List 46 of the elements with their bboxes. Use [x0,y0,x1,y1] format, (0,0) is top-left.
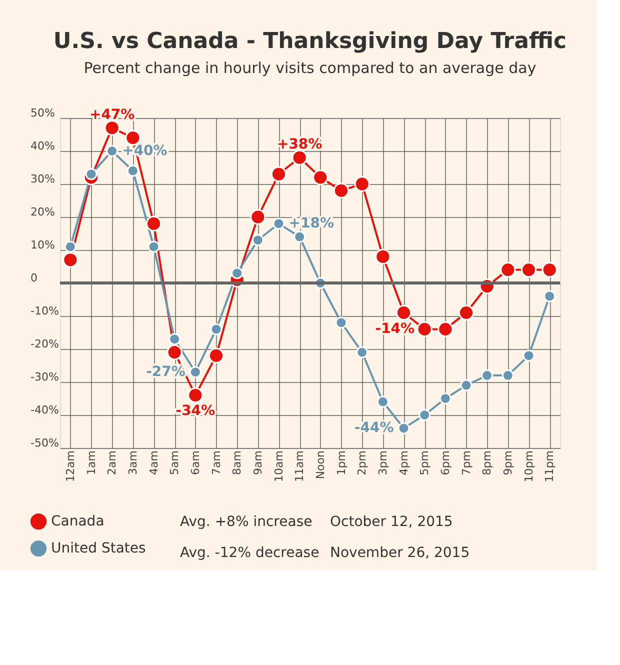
y-tick-label: 10% [30,238,55,252]
chart-title: U.S. vs Canada - Thanksgiving Day Traffic [53,29,567,54]
text: Avg. -12% decrease [180,545,320,561]
x-tick-label: 2am [106,450,119,475]
y-tick-label: -30% [30,370,59,384]
x-tick-label: 4am [147,450,160,475]
x-tick-label: 3am [126,450,140,475]
x-tick-label: Noon [314,450,327,480]
legend-label: Canada [51,514,104,530]
x-tick-label: 3pm [376,450,390,476]
x-tick-label: 9pm [501,450,514,476]
chart-subtitle: Percent change in hourly visits compared to an average day [84,59,536,77]
x-tick-label: 10pm [522,450,536,482]
x-tick-label: 10am [272,450,286,482]
x-tick-label: 11am [293,450,306,482]
y-tick-label: 0 [30,272,38,284]
x-tick-label: 12am [64,450,77,482]
y-tick-label: 40% [30,140,55,152]
text: October 12, 2015 [330,514,453,530]
x-tick-label: 5pm [418,450,432,476]
text: November 26, 2015 [330,545,470,561]
y-tick-label: -20% [30,338,59,350]
y-tick-label: -10% [30,304,59,318]
y-tick-label: 20% [30,206,55,218]
x-tick-label: 9am [251,450,264,475]
text: Avg. +8% increase [180,514,312,530]
y-tick-label: -40% [30,404,59,416]
x-tick-label: 6am [188,450,202,475]
x-tick-label: 1pm [334,450,348,476]
x-tick-label: 7pm [460,450,473,476]
x-tick-label: 5am [168,450,182,475]
x-tick-label: 4pm [397,450,410,476]
x-tick-label: 2pm [356,450,369,476]
legend-label: United States [51,540,146,556]
y-tick-label: -50% [30,436,59,450]
y-tick-label: 30% [30,172,55,186]
x-tick-label: 11pm [543,450,556,482]
x-tick-label: 8pm [480,450,494,476]
x-tick-label: 7am [210,450,223,475]
x-tick-label: 6pm [438,450,452,476]
x-tick-label: 1am [84,450,98,475]
y-tick-label: 50% [30,106,55,120]
annotation: -34% [176,403,216,420]
x-tick-label: 8am [230,450,244,475]
annotation: +38% [276,136,322,153]
annotation: -14% [375,321,415,338]
